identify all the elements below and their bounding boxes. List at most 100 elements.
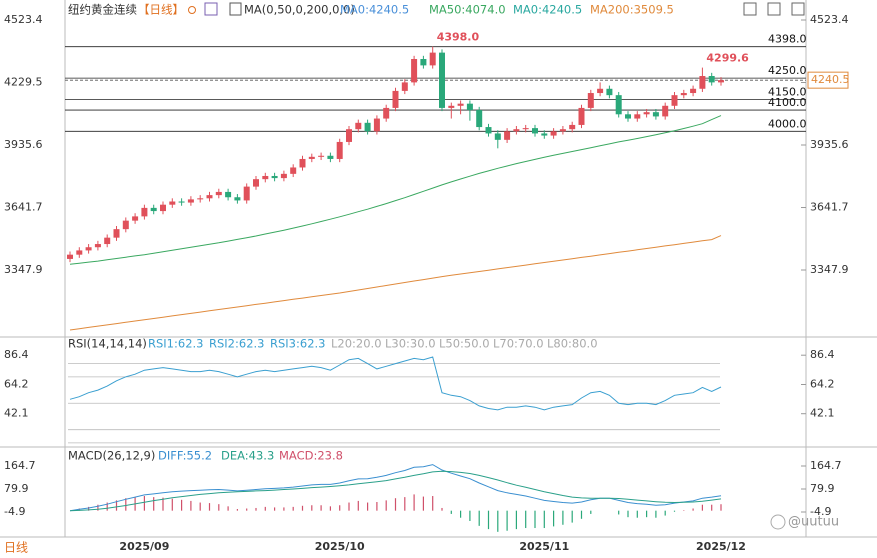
window-button[interactable]: [767, 2, 781, 16]
candle-body: [448, 105, 455, 108]
macd-tick-label: 79.9: [810, 482, 835, 495]
macd-tick-label: 164.7: [4, 459, 36, 472]
candle-body: [243, 186, 250, 201]
candle-body: [290, 167, 297, 174]
rsi-level-legend: L70:70.0: [493, 337, 544, 351]
candle-body: [401, 82, 408, 91]
candle-body: [67, 254, 73, 259]
rsi-title: RSI(14,14,14): [68, 337, 147, 351]
rsi-tick-label: 86.4: [810, 348, 835, 361]
legend-entry: MA0:4240.5: [340, 3, 409, 17]
macd-tick-label: -4.9: [810, 505, 831, 518]
candle-body: [606, 88, 613, 96]
candle-body: [411, 59, 418, 83]
candle-body: [122, 220, 129, 230]
macd-line: [69, 470, 722, 512]
settings-button[interactable]: [743, 2, 757, 16]
level-label: 4100.0: [768, 96, 807, 109]
candle-body: [615, 95, 622, 115]
y-tick-label: 3347.9: [4, 263, 43, 276]
candle-body: [504, 131, 511, 140]
candle-body: [336, 141, 343, 159]
macd-title: MACD(26,12,9): [68, 449, 155, 463]
candle-body: [169, 201, 176, 205]
candle-body: [104, 237, 111, 245]
candle-body: [94, 244, 101, 248]
legend-entry: MA0:4240.5: [513, 3, 582, 17]
candle-body: [690, 88, 697, 94]
y-tick-label: 3935.6: [4, 138, 43, 151]
candle-body: [150, 207, 157, 212]
level-label: 4398.0: [768, 33, 807, 46]
candle-body: [113, 229, 120, 238]
macd-legend: DEA:43.3: [221, 449, 274, 463]
candle-body: [634, 114, 641, 119]
candle-body: [373, 118, 380, 132]
candle-body: [327, 155, 334, 159]
rsi-tick-label: 86.4: [4, 348, 29, 361]
current-price-box: [807, 71, 849, 89]
rsi-level-legend: L20:20.0: [331, 337, 382, 351]
icon[interactable]: [188, 6, 196, 14]
icon[interactable]: [204, 2, 218, 16]
candle-body: [318, 155, 325, 157]
legend-entry: MA200:3509.5: [590, 3, 674, 17]
x-tick-label: 2025/12: [696, 540, 746, 553]
level-label: 4000.0: [768, 117, 807, 130]
level-label: 4250.0: [768, 64, 807, 77]
candle-body: [178, 201, 185, 203]
high-label: 4398.0: [437, 31, 480, 44]
close-button[interactable]: [791, 2, 805, 16]
x-tick-label: 2025/09: [119, 540, 169, 553]
candle-body: [708, 76, 715, 83]
ma-line: [69, 235, 722, 331]
y-tick-label: 4229.5: [4, 76, 43, 89]
candle-body: [541, 133, 548, 136]
chart-title: 纽约黄金连续: [68, 3, 137, 17]
candle-body: [225, 191, 232, 198]
candle-body: [680, 93, 687, 96]
candle-body: [569, 124, 576, 130]
rsi-level-legend: L50:50.0: [439, 337, 490, 351]
watermark: @uutuu: [788, 515, 839, 530]
candle-body: [559, 129, 566, 132]
x-tick-label: 2025/10: [315, 540, 365, 553]
macd-legend: MACD:23.8: [279, 449, 343, 463]
candle-body: [76, 250, 83, 255]
candle-body: [625, 114, 631, 119]
indicator-label: MA(0,50,0,200,0,0): [244, 3, 355, 17]
period-label[interactable]: 日线: [4, 541, 28, 555]
candle-body: [141, 207, 148, 217]
candle-body: [652, 112, 659, 117]
candle-body: [160, 204, 166, 212]
rsi-tick-label: 42.1: [810, 407, 835, 420]
candle-body: [718, 80, 724, 83]
candle-body: [197, 198, 204, 200]
macd-legend: DIFF:55.2: [158, 449, 212, 463]
macd-tick-label: 164.7: [810, 459, 842, 472]
icon[interactable]: [229, 2, 242, 16]
candle-body: [494, 133, 501, 140]
candle-body: [392, 90, 399, 108]
period-tag[interactable]: 【日线】: [138, 3, 184, 17]
candle-body: [253, 179, 259, 187]
candle-body: [308, 156, 315, 159]
candle-body: [597, 88, 604, 94]
y2-tick-label: 4523.4: [810, 13, 849, 26]
candle-body: [132, 216, 139, 221]
rsi-level-legend: L80:80.0: [547, 337, 598, 351]
y2-tick-label: 3935.6: [810, 138, 849, 151]
candle-body: [346, 129, 352, 142]
candle-body: [522, 128, 529, 130]
candle-body: [643, 112, 650, 115]
candle-body: [215, 191, 222, 196]
candle-body: [355, 122, 362, 130]
candle-body: [271, 175, 278, 179]
candle-body: [420, 59, 427, 66]
candle-body: [280, 173, 287, 179]
candle-body: [476, 110, 483, 128]
macd-tick-label: 79.9: [4, 482, 29, 495]
legend-entry: MA50:4074.0: [429, 3, 506, 17]
y2-tick-label: 3641.7: [810, 201, 849, 214]
level-label: 4150.0: [768, 85, 807, 98]
